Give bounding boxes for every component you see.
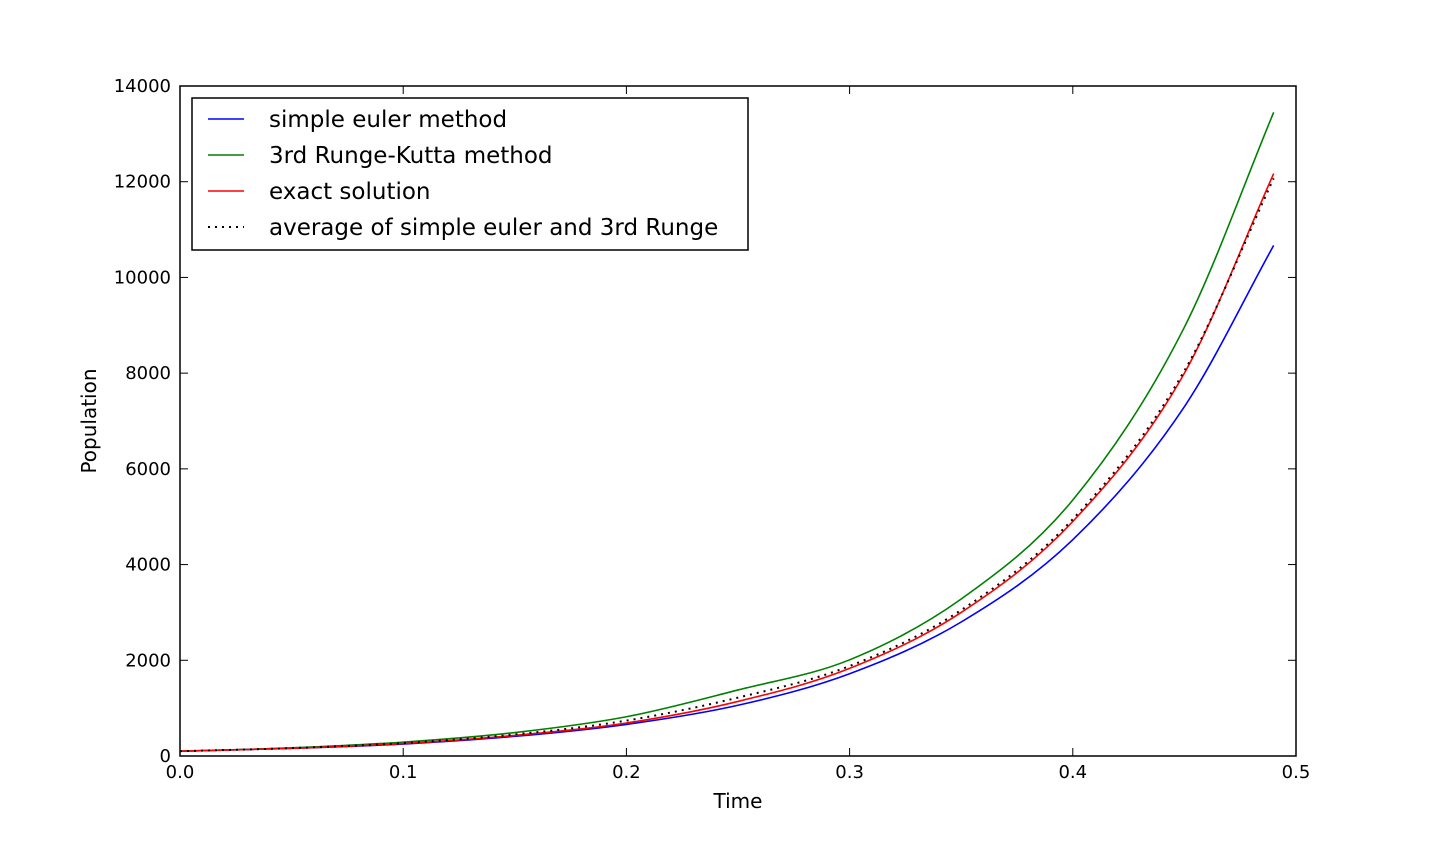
y-tick-label: 4000	[125, 555, 171, 576]
x-axis-label: Time	[713, 789, 763, 813]
y-tick-label: 2000	[125, 650, 171, 671]
legend-box	[191, 97, 749, 251]
x-tick-label: 0.3	[835, 762, 864, 783]
x-tick-label: 0.0	[166, 762, 195, 783]
legend-label-3: average of simple euler and 3rd Runge	[269, 215, 718, 241]
x-tick-label: 0.5	[1282, 762, 1311, 783]
y-tick-label: 10000	[114, 267, 171, 288]
axis-ticks: 0.0 0.1 0.2 0.3 0.4 0.5 0 2000 4000 6000 8000 10000…	[114, 76, 1311, 783]
y-tick-label: 14000	[114, 76, 171, 97]
plot-frame	[179, 85, 1297, 757]
legend: simple euler method 3rd Runge-Kutta metho…	[191, 97, 749, 251]
series-line-0	[179, 244, 1275, 753]
series-lines	[179, 112, 1275, 753]
x-tick-label: 0.1	[389, 762, 418, 783]
legend-label-1: 3rd Runge-Kutta method	[269, 143, 553, 169]
y-tick-label: 8000	[125, 363, 171, 384]
y-tick-label: 0	[160, 746, 171, 767]
x-tick-label: 0.2	[612, 762, 641, 783]
x-tick-label: 0.4	[1058, 762, 1087, 783]
series-line-2	[179, 173, 1275, 753]
legend-label-0: simple euler method	[269, 107, 507, 133]
y-axis-label: Population	[77, 368, 101, 473]
legend-label-2: exact solution	[269, 179, 431, 205]
series-line-3	[179, 177, 1275, 753]
series-line-1	[179, 112, 1275, 753]
y-tick-label: 6000	[125, 459, 171, 480]
y-tick-label: 12000	[114, 172, 171, 193]
